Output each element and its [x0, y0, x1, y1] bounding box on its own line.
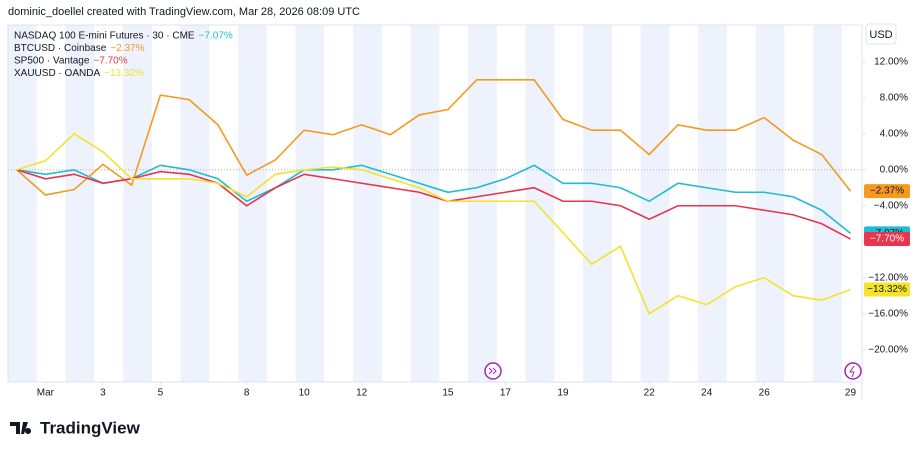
event-icon: [844, 362, 862, 380]
session-band: [353, 25, 382, 382]
y-tick-label: −16.00%: [868, 308, 908, 319]
x-tick-label: 22: [644, 388, 656, 399]
session-band: [295, 25, 325, 382]
legend-change: −13.32%: [104, 68, 144, 79]
y-tick-label: 4.00%: [880, 128, 908, 139]
last-value-label: −13.32%: [867, 284, 907, 295]
currency-box: [865, 23, 897, 45]
last-value-box: [864, 232, 910, 247]
legend-name: BTCUSD · Coinbase: [14, 43, 107, 54]
last-value-box: [864, 184, 910, 199]
y-tick-label: 0.00%: [880, 164, 908, 175]
event-icon-glyph: [849, 365, 855, 378]
x-tick-label: 12: [356, 388, 368, 399]
session-band: [65, 25, 95, 382]
x-tick-label: 10: [299, 388, 311, 399]
series-line: [16, 164, 851, 234]
legend-name: XAUUSD · OANDA: [14, 68, 100, 79]
y-tick-label: 8.00%: [880, 92, 908, 103]
currency: USD: [869, 29, 892, 41]
y-tick-label: 12.00%: [874, 57, 908, 68]
legend-name: NASDAQ 100 E-mini Futures · 30 · CME: [14, 31, 195, 42]
x-tick-label: 19: [557, 388, 569, 399]
y-tick-label: −20.00%: [868, 344, 908, 355]
chart-title: dominic_doellel created with TradingView…: [8, 6, 360, 18]
session-band: [8, 25, 37, 382]
session-band: [813, 25, 842, 382]
legend-change: −7.70%: [93, 56, 127, 67]
x-tick-label: 29: [845, 388, 857, 399]
last-value-label: −7.70%: [870, 234, 904, 245]
last-value-box: [864, 282, 910, 297]
y-tick-label: −4.00%: [874, 200, 908, 211]
x-tick-label: 26: [759, 388, 771, 399]
session-band: [410, 25, 440, 382]
session-band: [123, 25, 152, 382]
last-value-label: −2.37%: [870, 186, 904, 197]
x-tick-label: 17: [500, 388, 512, 399]
x-tick-label: 24: [701, 388, 713, 399]
y-tick-label: −12.00%: [868, 272, 908, 283]
legend-change: −7.07%: [199, 31, 233, 42]
x-tick-label: 8: [244, 388, 250, 399]
series-line: [16, 79, 852, 196]
legend-change: −2.37%: [110, 43, 144, 54]
x-tick-label: Mar: [37, 388, 55, 399]
session-band: [468, 25, 497, 382]
session-band: [180, 25, 210, 382]
brand: TradingView: [40, 418, 141, 437]
series-line: [16, 169, 851, 240]
session-band: [640, 25, 670, 382]
session-band: [698, 25, 727, 382]
event-icon: [484, 362, 502, 380]
session-band: [238, 25, 267, 382]
x-tick-label: 5: [158, 388, 164, 399]
session-band: [525, 25, 555, 382]
session-band: [755, 25, 785, 382]
event-icon-glyph: [488, 367, 497, 375]
legend-name: SP500 · Vantage: [14, 56, 90, 67]
x-tick-label: 3: [100, 388, 106, 399]
x-tick-label: 15: [442, 388, 454, 399]
series-line: [16, 132, 851, 315]
brand-logo: [10, 422, 32, 434]
